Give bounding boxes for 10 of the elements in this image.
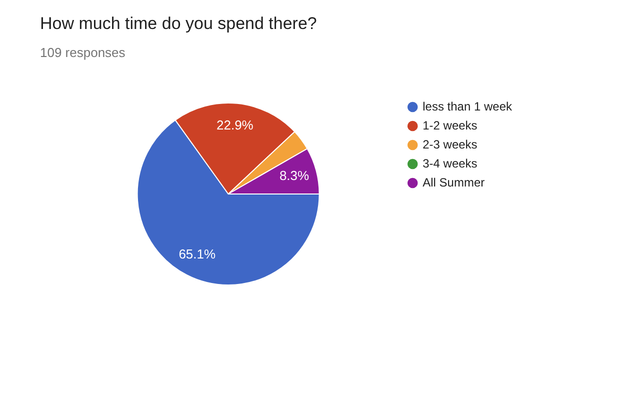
chart-title: How much time do you spend there? <box>40 13 317 35</box>
legend-label: 3-4 weeks <box>422 156 478 170</box>
legend-label: less than 1 week <box>422 99 513 114</box>
chart-subtitle: 109 responses <box>40 45 126 61</box>
legend-label: All Summer <box>422 175 485 190</box>
legend-label: 1-2 weeks <box>422 118 478 132</box>
data-label: 65.1% <box>178 246 216 262</box>
legend-label: 2-3 weeks <box>422 137 478 152</box>
data-label: 22.9% <box>216 118 254 133</box>
data-label: 8.3% <box>279 168 310 183</box>
